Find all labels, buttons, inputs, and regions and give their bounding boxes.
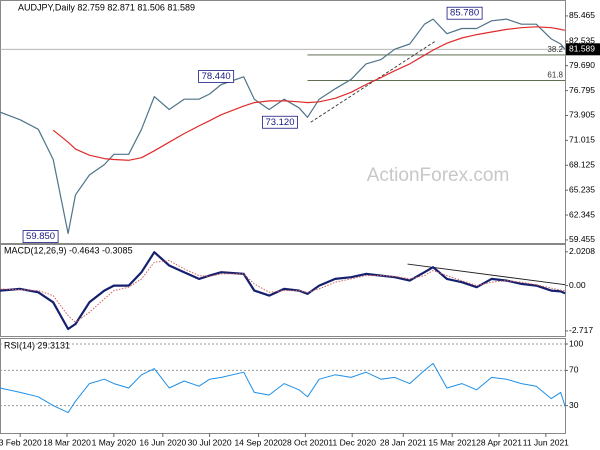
y-tick-label: 76.795 [569,85,595,95]
macd-title: MACD(12,26,9) -0.4643 -0.3085 [4,245,133,255]
watermark: ActionForex.com [367,165,510,186]
series-line [0,18,566,235]
series-line [0,362,566,414]
x-tick-label: 28 Apr 2021 [476,437,522,447]
annotation-box [262,115,298,129]
y-tick-label: 82.535 [569,35,595,45]
series-line [0,251,566,331]
x-tick-label: 3 Feb 2020 [0,437,42,447]
rsi-panel [0,338,566,434]
last-price-box [566,43,600,56]
x-tick-label: 14 Sep 2020 [234,437,282,447]
x-tick-label: 11 Dec 2020 [328,437,376,447]
price-annotation: 59.850 [26,231,55,242]
series-line [52,26,566,161]
annotation-box [22,230,59,243]
annotation-box [446,6,483,20]
price-annotation: 73.120 [265,117,294,128]
y-tick-label: 71.015 [569,135,595,145]
x-tick-label: 18 Mar 2020 [43,437,91,447]
x-tick-label: 1 May 2020 [92,437,137,447]
y-tick-label: 2.0208 [569,246,595,256]
fib-label: 61.8 [547,71,563,80]
chart-title: AUDJPY,Daily 82.759 82.871 81.506 81.589 [18,2,195,12]
y-tick-label: 100 [569,338,583,348]
last-price-label: 81.589 [569,44,595,54]
x-tick-label: 15 Mar 2021 [428,437,476,447]
y-tick-label: 79.690 [569,60,595,70]
price-annotation: 78.440 [202,71,231,82]
x-tick-label: 30 Jul 2020 [188,437,232,447]
y-tick-label: 68.125 [569,160,595,170]
fib-label: 38.2 [547,45,563,54]
y-tick-label: 30 [569,400,579,410]
y-tick-label: 0.00 [569,280,586,290]
annotation-box [198,70,235,83]
x-tick-label: 11 Jun 2021 [523,437,569,447]
y-tick-label: 85.465 [569,10,595,20]
y-tick-label: 62.345 [569,209,595,219]
price-panel [0,0,566,244]
x-tick-label: 16 Jun 2020 [139,437,186,447]
price-annotation: 85.780 [450,8,479,19]
y-tick-label: 70 [569,365,579,375]
y-tick-label: 73.905 [569,110,595,120]
y-tick-label: -2.717 [569,325,593,335]
x-tick-label: 28 Jan 2021 [380,437,427,447]
y-tick-label: 65.235 [569,184,595,194]
x-tick-label: 28 Oct 2020 [282,437,329,447]
y-tick-label: 59.455 [569,234,595,244]
rsi-title: RSI(14) 29.3131 [4,340,70,350]
